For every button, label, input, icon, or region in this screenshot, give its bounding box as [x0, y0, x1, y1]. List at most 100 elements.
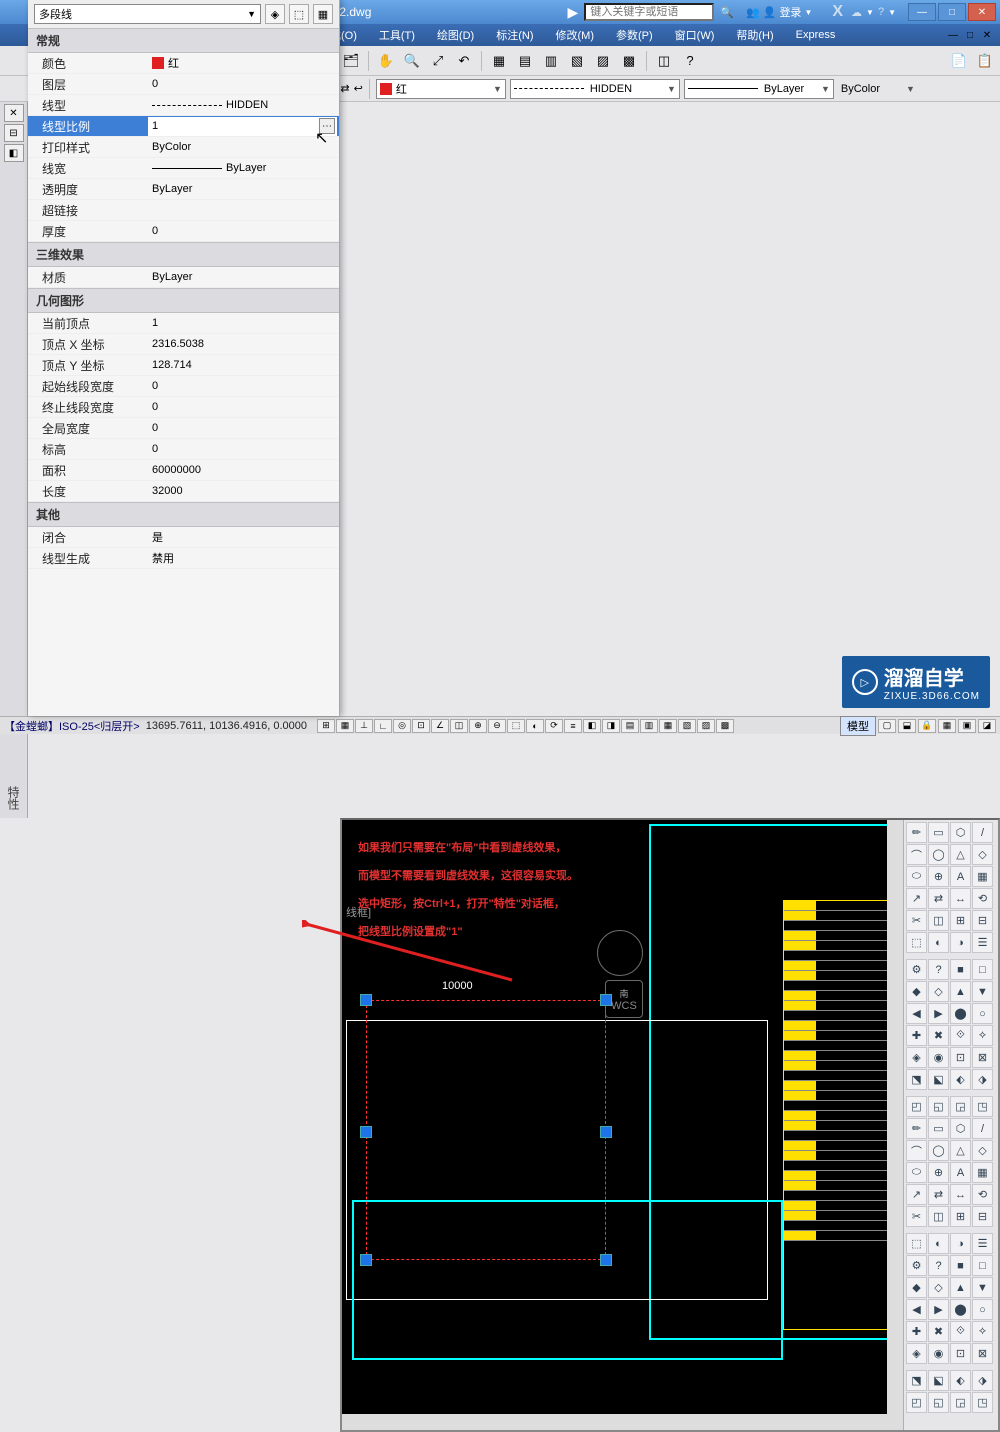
tool-icon[interactable]: ⬖	[950, 1370, 971, 1391]
viewport-icon[interactable]: ◫	[653, 50, 675, 72]
status-toggle-icon[interactable]: ⊥	[355, 719, 373, 733]
tool-icon[interactable]: ◳	[972, 1392, 993, 1413]
property-value[interactable]: 32000	[148, 485, 339, 497]
tool-icon[interactable]: ?	[928, 1255, 949, 1276]
tool-icon[interactable]: ⟡	[972, 1025, 993, 1046]
tool-icon[interactable]: ⚙	[906, 1255, 927, 1276]
tool-icon[interactable]: ✖	[928, 1321, 949, 1342]
tool-icon[interactable]: ◑	[950, 1233, 971, 1254]
tool-icon[interactable]: ◇	[972, 844, 993, 865]
property-row[interactable]: 面积60000000	[28, 460, 339, 481]
tool-icon[interactable]: ◰	[906, 1096, 927, 1117]
property-row[interactable]: 全局宽度0	[28, 418, 339, 439]
tool-icon[interactable]: ⬔	[906, 1069, 927, 1090]
property-value[interactable]: ByLayer	[148, 162, 339, 174]
tool-icon[interactable]: ⬔	[906, 1370, 927, 1391]
menu-item[interactable]: 工具(T)	[379, 27, 415, 43]
property-value[interactable]: 60000000	[148, 464, 339, 476]
tool-icon[interactable]: ✖	[928, 1025, 949, 1046]
status-toggle-icon[interactable]: ▩	[716, 719, 734, 733]
tool-icon[interactable]: ⊞	[950, 910, 971, 931]
tool-icon[interactable]: ◯	[928, 1140, 949, 1161]
pdf-icon[interactable]: 📄	[948, 50, 970, 72]
pick-add-icon[interactable]: ⬚	[289, 4, 309, 24]
property-group-header[interactable]: 几何图形	[28, 288, 339, 313]
tool-icon[interactable]: ⬚	[906, 1233, 927, 1254]
property-value[interactable]: 红	[148, 55, 339, 71]
status-tray-icon[interactable]: ▣	[958, 719, 976, 733]
tool-icon[interactable]: ⟲	[972, 1184, 993, 1205]
tool-icon[interactable]: ■	[950, 959, 971, 980]
status-toggle-icon[interactable]: ▧	[678, 719, 696, 733]
property-row[interactable]: 线型生成禁用	[28, 548, 339, 569]
tool-icon[interactable]: ◲	[950, 1392, 971, 1413]
property-value[interactable]: ByColor	[148, 141, 339, 153]
minimize-button[interactable]: —	[908, 3, 936, 21]
tool-icon[interactable]: ✂	[906, 910, 927, 931]
menu-item[interactable]: 修改(M)	[556, 27, 595, 43]
tool-icon[interactable]: ◈	[906, 1047, 927, 1068]
canvas-hscroll[interactable]	[342, 1414, 903, 1430]
tool-icon[interactable]: ⟐	[950, 1025, 971, 1046]
tool-icon[interactable]: ⬤	[950, 1299, 971, 1320]
help-icon[interactable]: ?	[878, 6, 884, 18]
tool-icon[interactable]: ⌒	[906, 844, 927, 865]
export-icon[interactable]: 📋	[974, 50, 996, 72]
property-row[interactable]: 线型HIDDEN	[28, 95, 339, 116]
tool-icon[interactable]: ◆	[906, 1277, 927, 1298]
tool-icon[interactable]: ⇄	[928, 1184, 949, 1205]
property-row[interactable]: 线型比例1⋯	[28, 116, 339, 137]
status-annoscale-icon[interactable]: ⬓	[898, 719, 916, 733]
tool-icon[interactable]: ◐	[928, 1233, 949, 1254]
tool-icon[interactable]: ⊟	[972, 910, 993, 931]
status-toggle-icon[interactable]: ⬚	[507, 719, 525, 733]
tool-icon[interactable]: ◫	[928, 1206, 949, 1227]
tool-icon[interactable]: ⚙	[906, 959, 927, 980]
tool-icon[interactable]: ◑	[950, 932, 971, 953]
object-type-combo[interactable]: 多段线 ▼	[34, 4, 261, 24]
tool-icon[interactable]: ◀	[906, 1003, 927, 1024]
property-group-header[interactable]: 其他	[28, 502, 339, 527]
tool-icon[interactable]: ✚	[906, 1321, 927, 1342]
tool-icon[interactable]: ⟐	[950, 1321, 971, 1342]
tool-icon[interactable]: ◉	[928, 1047, 949, 1068]
tool-icon[interactable]: ▶	[928, 1299, 949, 1320]
panel-menu-icon[interactable]: ◧	[4, 144, 24, 162]
property-row[interactable]: 超链接	[28, 200, 339, 221]
tool-icon[interactable]: ☰	[972, 1233, 993, 1254]
tool-icon[interactable]: ◳	[972, 1096, 993, 1117]
selection-grip[interactable]	[600, 1254, 612, 1266]
properties-icon[interactable]: ▦	[488, 50, 510, 72]
selection-grip[interactable]	[360, 994, 372, 1006]
tool-icon[interactable]: ◰	[906, 1392, 927, 1413]
tool-icon[interactable]: ⊕	[928, 866, 949, 887]
tool-icon[interactable]: ■	[950, 1255, 971, 1276]
selection-grip[interactable]	[600, 1126, 612, 1138]
status-toggle-icon[interactable]: ⊞	[317, 719, 335, 733]
close-button[interactable]: ✕	[968, 3, 996, 21]
tool-icon[interactable]: ✏	[906, 1118, 927, 1139]
status-toggle-icon[interactable]: ▦	[336, 719, 354, 733]
tool-icon[interactable]: ▦	[972, 1162, 993, 1183]
property-value[interactable]: 0	[148, 380, 339, 392]
search-input[interactable]	[584, 3, 714, 21]
status-toggle-icon[interactable]: ◫	[450, 719, 468, 733]
tool-icon[interactable]: A	[950, 1162, 971, 1183]
model-tab[interactable]: 模型	[840, 716, 876, 736]
property-row[interactable]: 颜色红	[28, 53, 339, 74]
property-value[interactable]: 是	[148, 529, 339, 545]
status-toggle-icon[interactable]: ⟳	[545, 719, 563, 733]
exchange-icon[interactable]: X	[832, 3, 843, 21]
tool-icon[interactable]: ⬭	[906, 1162, 927, 1183]
zoom-prev-icon[interactable]: ↶	[453, 50, 475, 72]
property-row[interactable]: 长度32000	[28, 481, 339, 502]
tool-icon[interactable]: /	[972, 1118, 993, 1139]
property-value[interactable]: 2316.5038	[148, 338, 339, 350]
status-toggle-icon[interactable]: ⊖	[488, 719, 506, 733]
tool-icon[interactable]: ⊡	[950, 1047, 971, 1068]
tool-icon[interactable]: ◯	[928, 844, 949, 865]
selection-grip[interactable]	[360, 1254, 372, 1266]
color-combo[interactable]: 红 ▼	[376, 79, 506, 99]
markup-icon[interactable]: ▨	[592, 50, 614, 72]
property-group-header[interactable]: 三维效果	[28, 242, 339, 267]
